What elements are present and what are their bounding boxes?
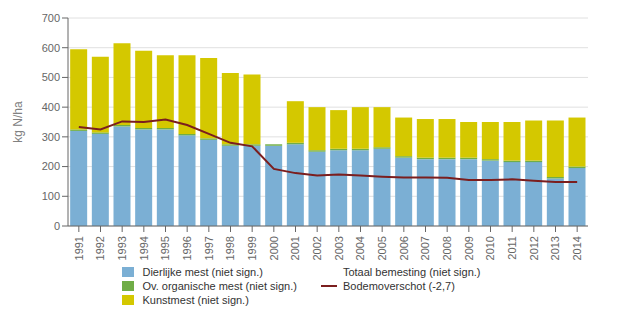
svg-text:2003: 2003: [333, 236, 345, 260]
svg-text:500: 500: [42, 71, 60, 83]
svg-text:1996: 1996: [181, 236, 193, 260]
svg-text:700: 700: [42, 12, 60, 24]
html-text:Ov. organische mest (niet sign: Ov. organische mest (niet sign.): [142, 280, 297, 292]
svg-text:1991: 1991: [73, 236, 85, 260]
svg-text:1993: 1993: [116, 236, 128, 260]
svg-text:2010: 2010: [484, 236, 496, 260]
svg-text:2002: 2002: [311, 236, 323, 260]
svg-text:2005: 2005: [376, 236, 388, 260]
html-text:Kunstmest (niet sign.): Kunstmest (niet sign.): [142, 294, 249, 306]
svg-text:0: 0: [54, 220, 60, 232]
svg-text:300: 300: [42, 131, 60, 143]
html-text:Totaal bemesting (niet sign.): Totaal bemesting (niet sign.): [342, 266, 481, 278]
svg-text:2007: 2007: [419, 236, 431, 260]
svg-text:1995: 1995: [159, 236, 171, 260]
svg-text:2006: 2006: [398, 236, 410, 260]
svg-text:2013: 2013: [549, 236, 561, 260]
svg-text:100: 100: [42, 190, 60, 202]
svg-text:200: 200: [42, 160, 60, 172]
svg-text:2009: 2009: [463, 236, 475, 260]
html-text:Dierlijke mest (niet sign.): Dierlijke mest (niet sign.): [142, 266, 263, 278]
svg-text:2004: 2004: [354, 236, 366, 260]
svg-text:2012: 2012: [528, 236, 540, 260]
html-text:Bodemoverschot (-2,7): Bodemoverschot (-2,7): [342, 280, 455, 292]
svg-text:2000: 2000: [268, 236, 280, 260]
svg-text:1999: 1999: [246, 236, 258, 260]
svg-text:1997: 1997: [203, 236, 215, 260]
svg-text:2008: 2008: [441, 236, 453, 260]
svg-text:1992: 1992: [94, 236, 106, 260]
svg-text:2014: 2014: [571, 236, 583, 260]
svg-text:2001: 2001: [289, 236, 301, 260]
svg-text:2011: 2011: [506, 236, 518, 260]
svg-text:kg N/ha: kg N/ha: [11, 101, 25, 143]
svg-text:1994: 1994: [138, 236, 150, 260]
svg-text:1998: 1998: [224, 236, 236, 260]
svg-text:400: 400: [42, 101, 60, 113]
svg-text:600: 600: [42, 42, 60, 54]
